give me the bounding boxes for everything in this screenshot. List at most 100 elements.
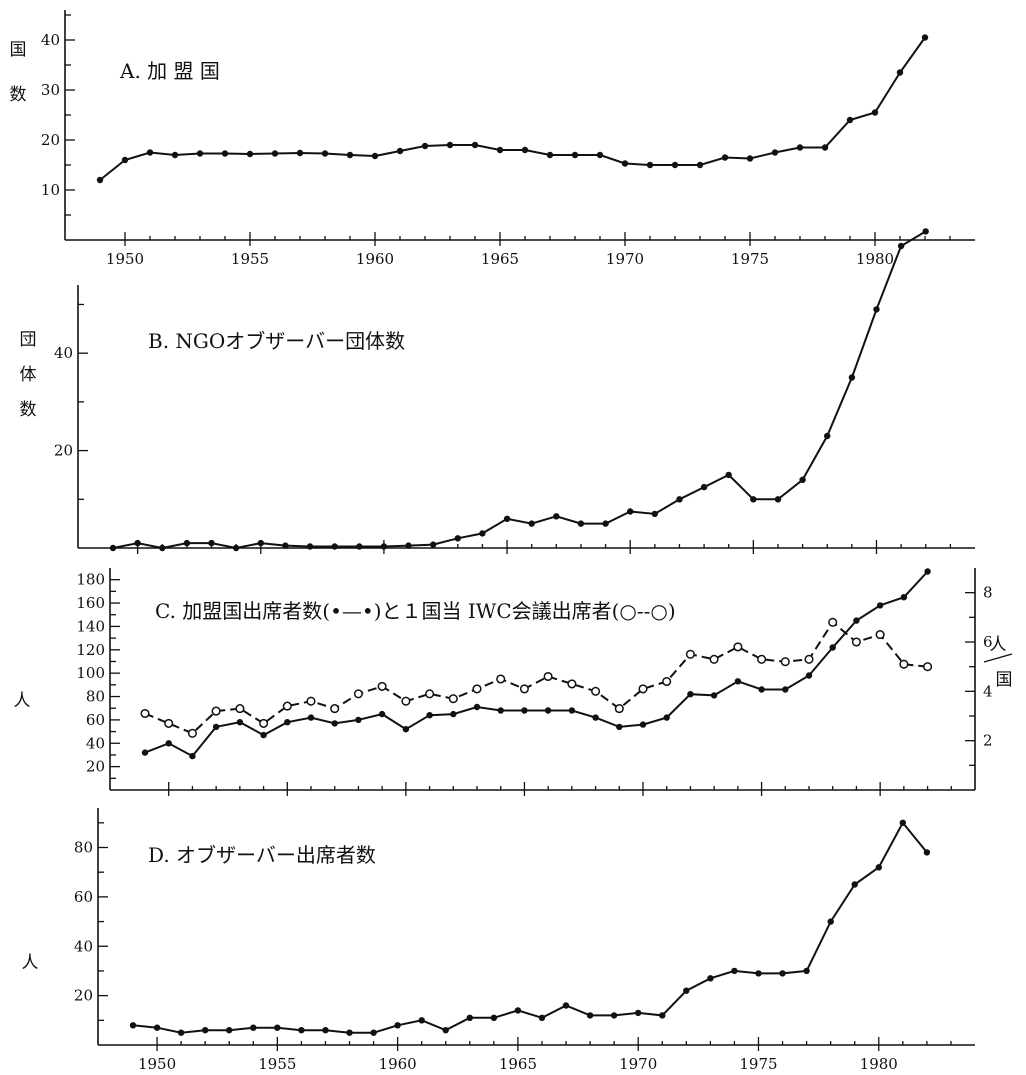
series-line xyxy=(132,821,928,1034)
data-point xyxy=(853,617,860,624)
y-tick-label: 20 xyxy=(86,758,105,776)
data-point xyxy=(899,659,909,669)
data-point xyxy=(710,692,718,699)
data-point xyxy=(646,161,654,169)
x-tick-label: 1970 xyxy=(606,250,644,268)
data-point xyxy=(236,719,244,726)
y-tick-label: 60 xyxy=(86,711,105,729)
data-point xyxy=(676,496,683,503)
data-point xyxy=(296,149,304,157)
data-point xyxy=(187,728,197,738)
panel-title: D. オブザーバー出席者数 xyxy=(148,843,376,867)
data-point xyxy=(546,151,554,159)
y2-tick-label: 2 xyxy=(983,732,993,750)
panel-d: 1950 1955 1960 1965 1970 1975 1980 20 40 60 80 D. オ… xyxy=(22,808,975,1073)
data-point xyxy=(596,151,604,159)
data-point xyxy=(514,1007,522,1014)
data-point xyxy=(503,515,511,522)
data-point xyxy=(282,701,292,711)
data-point xyxy=(259,718,269,728)
data-point xyxy=(562,1002,570,1009)
data-point xyxy=(586,1012,594,1019)
data-point xyxy=(610,1012,618,1019)
data-point xyxy=(616,723,623,731)
data-point xyxy=(401,696,411,706)
data-point xyxy=(757,654,767,664)
y-tick-label: 100 xyxy=(76,664,105,682)
data-point xyxy=(141,749,149,756)
data-point xyxy=(923,849,931,856)
data-point xyxy=(571,151,579,159)
y-tick-label: 20 xyxy=(74,987,93,1005)
data-point xyxy=(159,544,166,552)
data-point xyxy=(827,918,834,925)
data-point xyxy=(543,671,553,682)
x-tick-label: 1980 xyxy=(856,250,894,268)
panel-a: 1950 1955 1960 1965 1970 1975 1980 10 20 30 40 A. 加… xyxy=(10,10,975,268)
y-tick-label: 40 xyxy=(74,937,93,955)
data-point xyxy=(638,684,648,694)
data-point xyxy=(394,1022,401,1029)
x-tick-label: 1965 xyxy=(481,250,519,268)
data-point xyxy=(212,723,220,731)
panel-title: B. NGOオブザーバー団体数 xyxy=(148,329,405,353)
data-point xyxy=(771,149,779,156)
y-tick-label: 180 xyxy=(76,571,105,589)
data-point xyxy=(380,543,388,550)
data-point xyxy=(153,1024,161,1031)
data-point xyxy=(282,542,289,549)
series-line xyxy=(144,620,928,735)
data-point xyxy=(848,374,856,381)
data-point xyxy=(196,150,204,157)
data-point xyxy=(659,1012,666,1019)
data-point xyxy=(353,689,363,699)
data-point xyxy=(871,109,879,116)
y-axis-label: 団 xyxy=(20,330,37,350)
data-point xyxy=(496,674,506,684)
data-point xyxy=(602,520,609,527)
y-axis-label: 人 xyxy=(14,691,31,711)
y-tick-label: 40 xyxy=(41,31,60,49)
data-point xyxy=(851,881,858,888)
y-tick-label: 160 xyxy=(76,594,105,612)
data-point xyxy=(538,1014,546,1021)
data-point xyxy=(370,1029,377,1036)
data-point xyxy=(208,539,215,547)
data-point xyxy=(528,520,535,527)
data-point xyxy=(418,1017,425,1024)
data-point xyxy=(121,156,129,164)
x-tick-label: 1975 xyxy=(731,250,769,268)
y-tick-label: 40 xyxy=(54,344,73,362)
y-tick-label: 140 xyxy=(76,617,105,635)
data-point xyxy=(896,69,904,76)
data-point xyxy=(307,714,315,721)
data-point xyxy=(685,649,695,659)
data-point xyxy=(183,539,191,547)
data-point xyxy=(497,707,504,714)
data-point xyxy=(734,678,742,685)
data-point xyxy=(331,543,338,550)
data-point xyxy=(321,150,329,157)
y-tick-label: 20 xyxy=(41,131,60,149)
data-point xyxy=(755,970,762,977)
data-point xyxy=(662,676,672,687)
data-point xyxy=(521,707,528,714)
data-point xyxy=(700,483,708,491)
data-point xyxy=(378,710,386,718)
y2-axis-label: 国 xyxy=(996,670,1013,690)
y2-axis-label-slash xyxy=(983,653,1013,663)
data-point xyxy=(396,147,404,155)
data-point xyxy=(875,630,885,640)
data-point xyxy=(521,146,529,154)
data-point xyxy=(897,242,905,250)
data-point xyxy=(371,152,379,160)
data-point xyxy=(671,161,679,169)
y-tick-label: 20 xyxy=(54,442,73,460)
data-point xyxy=(683,987,690,994)
data-point xyxy=(900,594,908,601)
data-point xyxy=(799,476,806,483)
data-point xyxy=(782,686,789,693)
x-tick-label: 1950 xyxy=(138,1055,176,1073)
data-point xyxy=(109,544,117,552)
